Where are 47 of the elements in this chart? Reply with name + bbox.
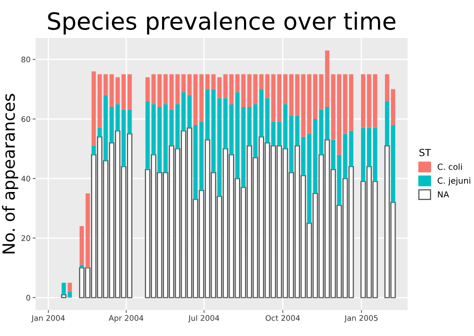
bar bbox=[235, 92, 240, 179]
bar bbox=[175, 74, 180, 104]
bar bbox=[145, 101, 150, 170]
bar bbox=[235, 74, 240, 92]
bar bbox=[223, 98, 228, 149]
bar bbox=[80, 264, 84, 268]
bar bbox=[217, 98, 222, 196]
bar bbox=[193, 74, 198, 125]
bar bbox=[193, 124, 198, 200]
bar bbox=[157, 74, 162, 108]
bar bbox=[223, 74, 228, 98]
bar bbox=[181, 74, 186, 92]
chart-title: Species prevalence over time bbox=[48, 12, 396, 35]
bar bbox=[151, 104, 156, 155]
bar bbox=[390, 89, 396, 125]
bar bbox=[241, 107, 246, 188]
bar bbox=[157, 107, 162, 173]
bar bbox=[187, 74, 192, 96]
bar bbox=[384, 74, 390, 102]
legend-title: ST bbox=[420, 148, 431, 156]
bar bbox=[169, 110, 174, 146]
bar bbox=[187, 95, 192, 128]
bar bbox=[211, 74, 216, 90]
bar bbox=[181, 92, 186, 131]
bar bbox=[205, 74, 210, 90]
bar bbox=[199, 122, 204, 190]
bar bbox=[163, 104, 168, 173]
bar bbox=[92, 146, 96, 155]
bar bbox=[229, 74, 234, 104]
legend-label: C. coli bbox=[438, 163, 462, 170]
legend-label: C. jejuni bbox=[438, 177, 470, 186]
bar bbox=[229, 104, 234, 155]
bar bbox=[151, 74, 156, 104]
bar bbox=[163, 74, 168, 104]
bar bbox=[241, 74, 246, 108]
bar bbox=[211, 89, 216, 173]
bar bbox=[169, 74, 174, 110]
bar bbox=[390, 124, 396, 202]
bar bbox=[217, 77, 222, 98]
y-axis-title: No. of appearances bbox=[2, 94, 18, 254]
bar bbox=[205, 89, 210, 140]
bar bbox=[68, 282, 72, 292]
bar bbox=[175, 104, 180, 149]
legend-label: NA bbox=[438, 191, 450, 198]
bar bbox=[384, 101, 390, 146]
bar bbox=[199, 74, 204, 122]
bar bbox=[145, 77, 150, 102]
